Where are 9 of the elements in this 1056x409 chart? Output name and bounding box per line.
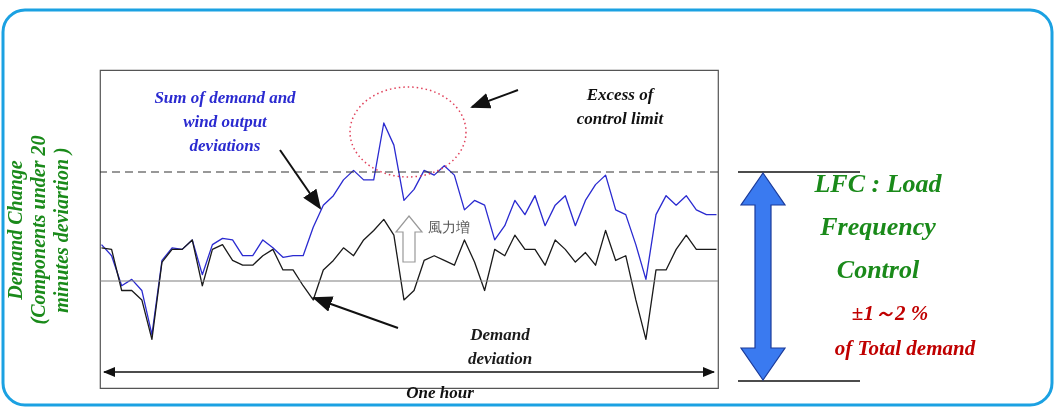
y-axis-title: Demand Change (Components under 20 minutes deviartion ) [4,135,73,325]
text: LFC : Load Frequency Control [813,169,943,284]
text: of Total demand [834,336,976,360]
text: ±1～2 % [851,301,929,325]
text: Sum of demand and wind output deviations [154,88,297,155]
text: One hour [406,383,475,402]
annotation: Excess of control limit [576,85,665,128]
text: Demand deviation [467,325,533,368]
annotation: 風力増 [428,219,470,235]
